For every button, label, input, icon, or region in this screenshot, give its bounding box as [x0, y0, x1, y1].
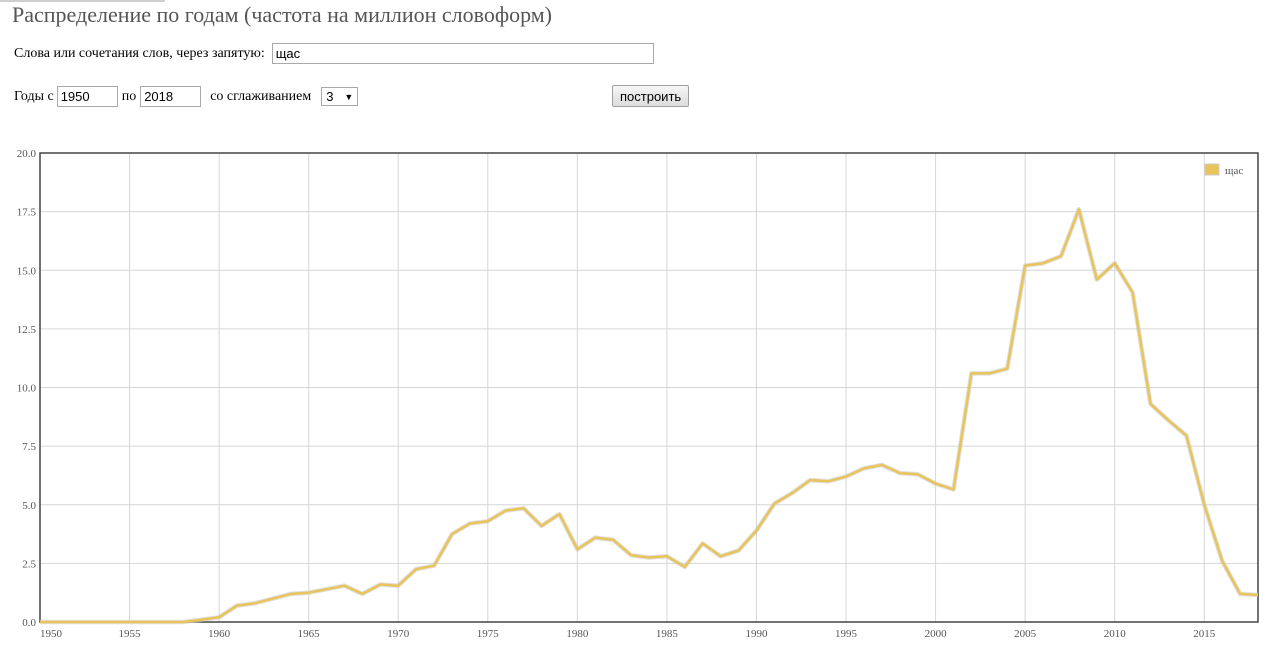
x-tick-label: 1975	[477, 628, 500, 640]
legend-label: щас	[1225, 165, 1243, 177]
years-row: Годы с по со сглаживанием 3 ▼ построить	[14, 85, 690, 107]
x-tick-label: 1995	[835, 628, 858, 640]
year-from-input[interactable]	[56, 86, 118, 107]
smoothing-label: со сглаживанием	[210, 88, 312, 104]
x-tick-label: 1950	[40, 628, 63, 640]
smoothing-value: 3	[326, 89, 334, 104]
x-tick-label: 2015	[1193, 628, 1216, 640]
y-tick-label: 17.5	[17, 207, 37, 219]
x-tick-label: 2005	[1014, 628, 1037, 640]
x-tick-label: 1970	[387, 628, 410, 640]
y-tick-label: 2.5	[22, 558, 36, 570]
plot-frame	[39, 152, 1259, 623]
y-tick-label: 7.5	[22, 441, 36, 453]
series-line	[40, 208, 1259, 624]
x-tick-label: 1985	[656, 628, 679, 640]
x-tick-label: 2010	[1104, 628, 1127, 640]
y-tick-label: 20.0	[17, 148, 37, 160]
words-label: Слова или сочетания слов, через запятую:	[14, 45, 265, 61]
x-tick-label: 2000	[925, 628, 948, 640]
x-tick-label: 1990	[745, 628, 768, 640]
words-row: Слова или сочетания слов, через запятую:	[14, 43, 654, 64]
year-to-input[interactable]	[140, 86, 202, 107]
y-tick-label: 12.5	[17, 324, 37, 336]
legend-swatch	[1204, 163, 1220, 176]
chevron-down-icon: ▼	[344, 91, 354, 102]
top-rule	[0, 0, 165, 2]
y-tick-label: 5.0	[22, 500, 36, 512]
page-title: Распределение по годам (частота на милли…	[12, 2, 553, 27]
y-tick-label: 0.0	[22, 617, 36, 629]
y-tick-label: 15.0	[17, 265, 37, 277]
x-tick-label: 1960	[208, 628, 231, 640]
build-button[interactable]: построить	[612, 85, 690, 107]
years-to-label: по	[121, 88, 137, 104]
y-tick-label: 10.0	[17, 383, 37, 395]
frequency-chart: 0.0 2.5 5.0 7.5 10.0 12.5 15.0 17.5 20.0 1950 1955…	[17, 148, 1259, 640]
series-line-shadow	[40, 207, 1259, 625]
x-tick-label: 1965	[298, 628, 321, 640]
years-from-label: Годы с	[14, 88, 54, 104]
smoothing-select[interactable]: 3 ▼	[321, 87, 359, 106]
x-tick-label: 1955	[119, 628, 142, 640]
words-input[interactable]	[271, 43, 654, 64]
x-tick-label: 1980	[566, 628, 589, 640]
